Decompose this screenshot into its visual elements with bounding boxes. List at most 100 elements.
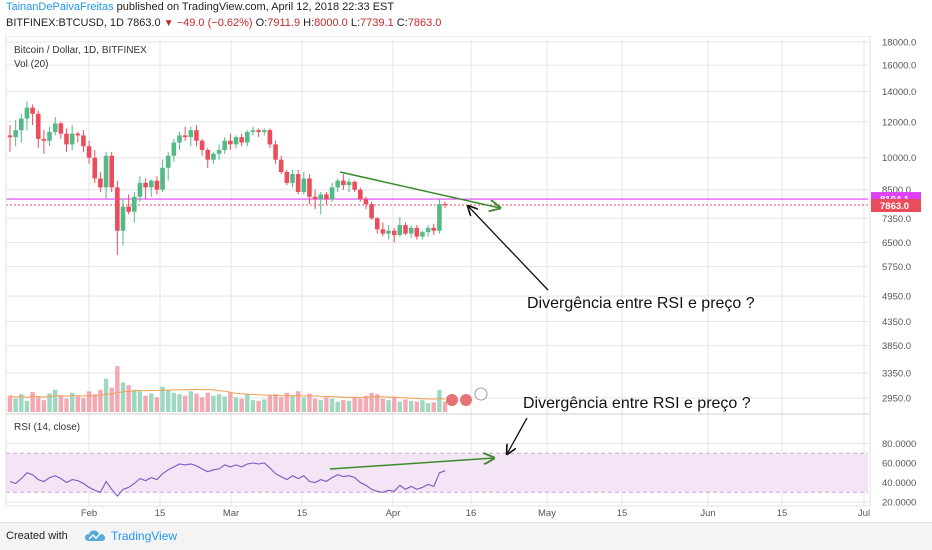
volume-bar [233, 397, 239, 412]
time-tick-label: 16 [466, 508, 477, 519]
rsi-arrow [507, 417, 528, 454]
candle-body [216, 149, 222, 154]
price-arrow [468, 206, 549, 291]
tradingview-brand[interactable]: TradingView [111, 529, 178, 543]
time-tick-label: 15 [777, 508, 788, 519]
volume-bar [324, 397, 329, 412]
volume-bar [81, 397, 86, 412]
volume-bar [109, 387, 114, 412]
candle-body [284, 171, 290, 183]
candle-body [261, 130, 267, 132]
volume-bar [239, 398, 244, 412]
candle-body [126, 206, 131, 212]
candle-body [228, 140, 233, 145]
candle-body [205, 149, 211, 160]
volume-bar [7, 395, 13, 412]
candle-body [318, 194, 324, 200]
candle-body [64, 133, 69, 145]
price-tick-label: 3350.0 [882, 368, 911, 379]
volume-bar [262, 399, 267, 412]
candle-body [177, 135, 182, 143]
price-tick-label: 8500.0 [882, 185, 911, 196]
candle-body [307, 178, 312, 197]
time-tick-label: 15 [617, 508, 628, 519]
volume-bar [414, 401, 419, 412]
candle-body [437, 204, 442, 231]
high-value: 8000.0 [314, 17, 348, 29]
volume-bar [216, 394, 222, 412]
candle-body [442, 204, 448, 206]
volume-bar [408, 400, 414, 412]
price-tick-label: 14000.0 [882, 87, 916, 98]
volume-label: Vol (20) [14, 59, 48, 70]
volume-bar [154, 397, 160, 412]
candle-body [403, 225, 408, 234]
volume-bar [346, 400, 352, 412]
candle-body [47, 131, 52, 141]
volume-bar [177, 394, 182, 412]
down-arrow-icon: ▼ [163, 18, 174, 29]
author-link[interactable]: TainanDePaivaFreitas [6, 1, 114, 13]
close-label: C: [396, 17, 408, 29]
volume-bar [194, 393, 199, 412]
candle-body [386, 230, 391, 234]
candle-body [199, 140, 205, 150]
candle-body [52, 123, 58, 132]
last-price: 7863.0 [127, 17, 161, 29]
candle-body [414, 227, 420, 237]
event-marker [474, 387, 488, 401]
chart-svg[interactable]: 18000.0 16000.0 14000.0 12000.0 10000.0 8500.… [0, 36, 932, 522]
volume-bars [7, 366, 448, 412]
high-label: H: [303, 17, 315, 29]
time-tick-label: 15 [155, 508, 166, 519]
volume-bar [442, 401, 448, 412]
axes: 18000.0 16000.0 14000.0 12000.0 10000.0 8500.… [5, 36, 921, 519]
candle-body [408, 227, 414, 234]
time-tick-label: Apr [386, 508, 401, 519]
volume-bar [267, 395, 273, 412]
volume-bar [228, 392, 233, 412]
volume-bar [126, 385, 131, 412]
chart-area[interactable]: 18000.0 16000.0 14000.0 12000.0 10000.0 8500.… [0, 36, 932, 522]
change-value: −49.0 (−0.62%) [176, 17, 253, 29]
candle-body [154, 180, 160, 190]
candle-body [137, 182, 143, 197]
candle-body [369, 204, 374, 219]
price-tick-label: 4350.0 [882, 317, 911, 328]
candle-body [358, 189, 363, 200]
volume-bar [211, 395, 216, 412]
price-levels [6, 198, 868, 206]
volume-bar [335, 401, 340, 412]
rsi-series [9, 462, 446, 497]
candle-body [211, 153, 216, 160]
volume-bar [279, 397, 284, 412]
price-tick-label: 18000.0 [882, 38, 916, 49]
volume-bar [352, 397, 357, 412]
price-tick-label: 5750.0 [882, 262, 911, 273]
candle-body [41, 138, 47, 141]
candle-body [239, 137, 244, 143]
volume-bar [380, 398, 386, 412]
volume-bar [403, 399, 408, 412]
volume-bar [205, 392, 210, 412]
volume-bar [92, 394, 97, 412]
event-marker [446, 394, 458, 406]
footer-bar: Created with TradingView [0, 522, 932, 550]
candle-body [58, 123, 64, 134]
price-tick-label: 6500.0 [882, 238, 911, 249]
time-tick-label: Mar [223, 508, 239, 519]
candle-body [420, 232, 425, 237]
chart-title: Bitcoin / Dollar, 1D, BITFINEX [14, 45, 147, 56]
candle-body [120, 206, 126, 231]
candle-body [374, 218, 380, 230]
volume-bar [24, 400, 30, 412]
last-price-tag [871, 199, 921, 213]
volume-bar [431, 402, 436, 412]
ohlc-line: BITFINEX:BTCUSD, 1D 7863.0 ▼ −49.0 (−0.6… [6, 17, 441, 29]
candle-body [425, 227, 431, 233]
candle-body [24, 107, 30, 119]
annotation-rsi-text: Divergência entre RSI e preço ? [523, 395, 751, 412]
volume-bar [166, 389, 171, 412]
volume-bar [358, 398, 363, 412]
candle-body [363, 199, 369, 205]
